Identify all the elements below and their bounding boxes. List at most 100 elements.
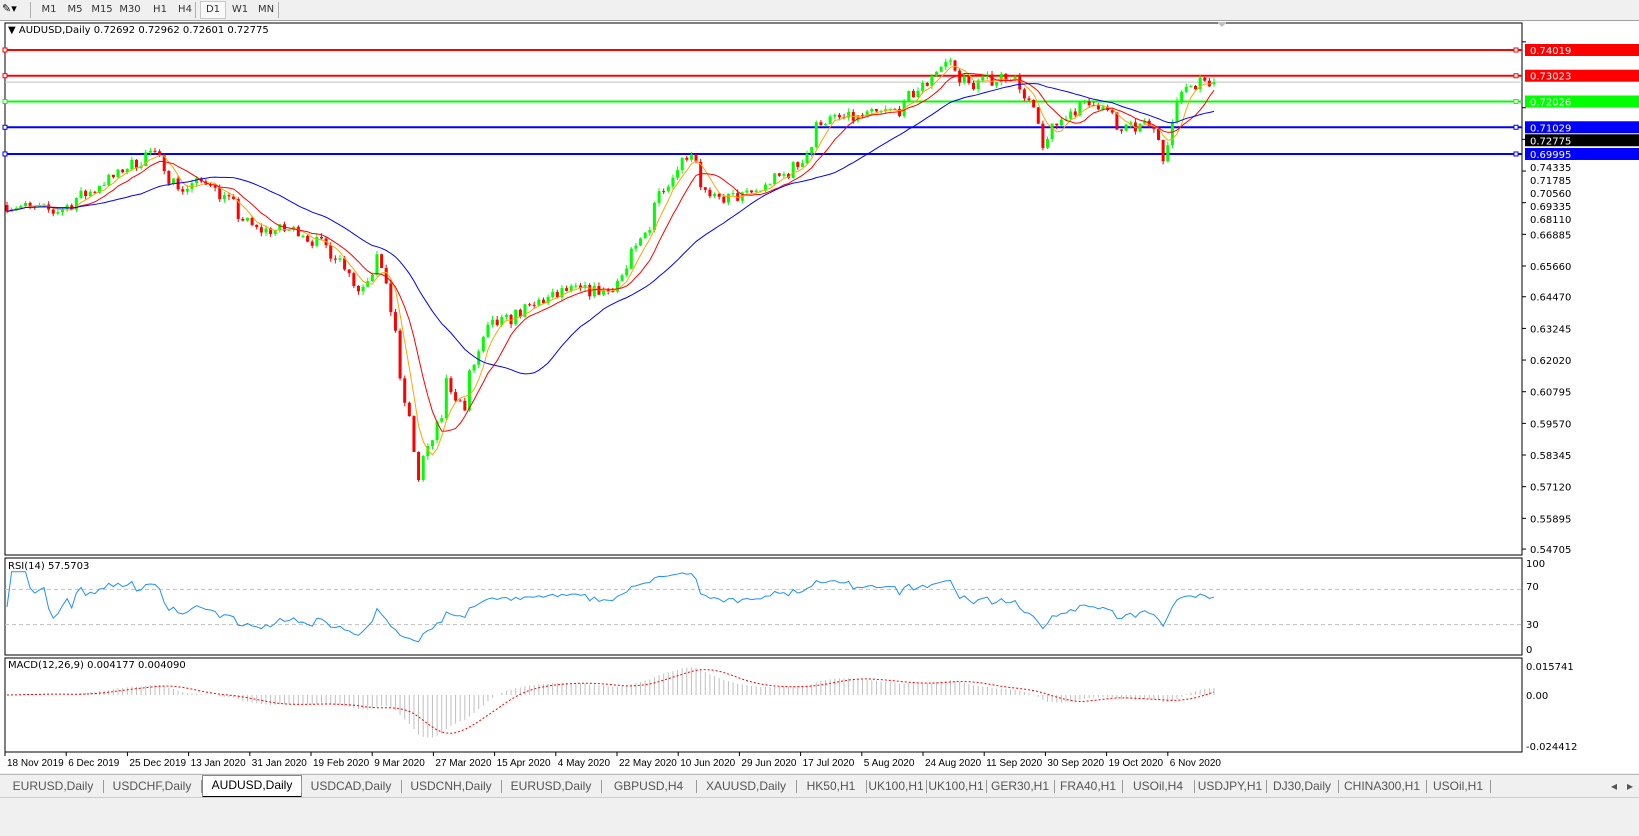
candle-body — [1087, 101, 1091, 106]
candle-body — [158, 151, 162, 156]
candle-body — [1018, 76, 1022, 90]
candle — [417, 451, 421, 482]
candle — [1050, 123, 1054, 142]
candle — [435, 420, 439, 444]
tab-china300-h1[interactable]: CHINA300,H1 — [1343, 779, 1421, 793]
level-handle-right — [1513, 73, 1519, 79]
candle-body — [1022, 89, 1026, 99]
candle — [255, 224, 259, 230]
candle-body — [731, 193, 735, 195]
candle-body — [958, 70, 962, 83]
candle-body — [296, 226, 300, 237]
level-handle-left — [2, 73, 8, 79]
timeframe-m30[interactable]: M30 — [119, 4, 141, 15]
date-tick-label: 11 Sep 2020 — [986, 758, 1042, 769]
candle — [514, 309, 518, 327]
candle — [380, 253, 384, 269]
tab-usdcnh-daily[interactable]: USDCNH,Daily — [410, 779, 492, 793]
tab-ger30-h1[interactable]: GER30,H1 — [990, 779, 1050, 793]
tab-divider — [103, 780, 104, 793]
timeframe-d1[interactable]: D1 — [200, 1, 226, 19]
candle — [560, 285, 564, 301]
candle — [148, 148, 152, 156]
candle-body — [569, 286, 573, 291]
candle — [134, 159, 138, 171]
candle-body — [278, 224, 282, 231]
candle — [828, 114, 832, 124]
tab-usoil-h1[interactable]: USOil,H1 — [1432, 779, 1483, 793]
timeframe-m15[interactable]: M15 — [91, 4, 113, 15]
candle-body — [962, 76, 966, 83]
candle-body — [255, 224, 259, 228]
timeframe-h4[interactable]: H4 — [178, 4, 192, 15]
candle-body — [768, 184, 772, 186]
candle-body — [1055, 123, 1059, 126]
candle — [1064, 115, 1068, 121]
chart-window[interactable]: 0.74335 0.71785 0.70560 0.69335 0.68110 0.668… — [0, 21, 1639, 773]
candle-body — [458, 400, 462, 402]
candle — [509, 313, 513, 328]
tab-usoil-h4[interactable]: USOil,H4 — [1132, 779, 1183, 793]
chart-canvas[interactable]: 0.74335 0.71785 0.70560 0.69335 0.68110 0.668… — [0, 21, 1639, 773]
tab-fra40-h1[interactable]: FRA40,H1 — [1059, 779, 1117, 793]
timeframe-h1[interactable]: H1 — [153, 4, 167, 15]
candle — [911, 88, 915, 98]
tab-scroll-left-icon[interactable]: ◂ — [1610, 779, 1618, 793]
candle-body — [921, 83, 925, 91]
candle-body — [1143, 120, 1147, 124]
candle — [976, 78, 980, 93]
level-price-label: 0.69995 — [1530, 150, 1571, 161]
candle-body — [551, 292, 555, 297]
candle — [814, 120, 818, 149]
candle-body — [472, 364, 476, 371]
tab-usdchf-daily[interactable]: USDCHF,Daily — [112, 779, 192, 793]
candle — [796, 161, 800, 170]
timeframe-w1[interactable]: W1 — [231, 4, 249, 15]
tab-uk100-h1[interactable]: UK100,H1 — [868, 779, 924, 793]
tab-usdjpy-h1[interactable]: USDJPY,H1 — [1197, 779, 1263, 793]
candle-body — [1110, 110, 1114, 113]
tab-hk50-h1[interactable]: HK50,H1 — [806, 779, 856, 793]
tab-eurusd-daily[interactable]: EURUSD,Daily — [510, 779, 592, 793]
candle — [583, 281, 587, 292]
candle-body — [800, 163, 804, 167]
timeframe-m1[interactable]: M1 — [41, 4, 57, 15]
line-tool-icon[interactable]: ✎▾ — [2, 2, 17, 15]
candle — [361, 284, 365, 296]
tab-scroll-right-icon[interactable]: ▸ — [1626, 779, 1634, 793]
macd-tick-label: 0.015741 — [1526, 662, 1574, 673]
tab-dj30-daily[interactable]: DJ30,Daily — [1272, 779, 1332, 793]
candle — [1046, 136, 1050, 150]
tab-eurusd-daily[interactable]: EURUSD,Daily — [12, 779, 94, 793]
tab-gbpusd-h4[interactable]: GBPUSD,H4 — [613, 779, 684, 793]
candle — [824, 123, 828, 126]
tab-audusd-daily[interactable]: AUDUSD,Daily — [202, 775, 302, 798]
tab-xauusd-daily[interactable]: XAUUSD,Daily — [705, 779, 786, 793]
candle-body — [19, 205, 23, 209]
candle-body — [615, 280, 619, 292]
candle-body — [97, 185, 101, 193]
candle — [1120, 129, 1124, 134]
macd-tick-label: -0.024412 — [1526, 742, 1577, 753]
timeframe-m5[interactable]: M5 — [67, 4, 83, 15]
tab-usdcad-daily[interactable]: USDCAD,Daily — [310, 779, 392, 793]
tab-uk100-h1[interactable]: UK100,H1 — [928, 779, 984, 793]
price-tick-label: 0.68110 — [1530, 215, 1571, 226]
level-price-tag — [1525, 44, 1639, 56]
candle — [1180, 90, 1184, 105]
macd-signal-line — [6, 669, 1215, 734]
tab-divider — [1054, 780, 1055, 793]
tab-divider — [696, 780, 697, 793]
candle-body — [407, 402, 411, 417]
candle-body — [1096, 105, 1100, 110]
candle — [643, 231, 647, 239]
candle — [88, 189, 92, 197]
collapse-triangle-icon[interactable]: ▼ — [8, 25, 16, 36]
rsi-line — [6, 571, 1215, 643]
candle-body — [680, 157, 684, 171]
candle-body — [500, 317, 504, 325]
candle — [694, 154, 698, 164]
candle-body — [1152, 126, 1156, 129]
candle — [916, 87, 920, 98]
timeframe-mn[interactable]: MN — [257, 4, 275, 15]
